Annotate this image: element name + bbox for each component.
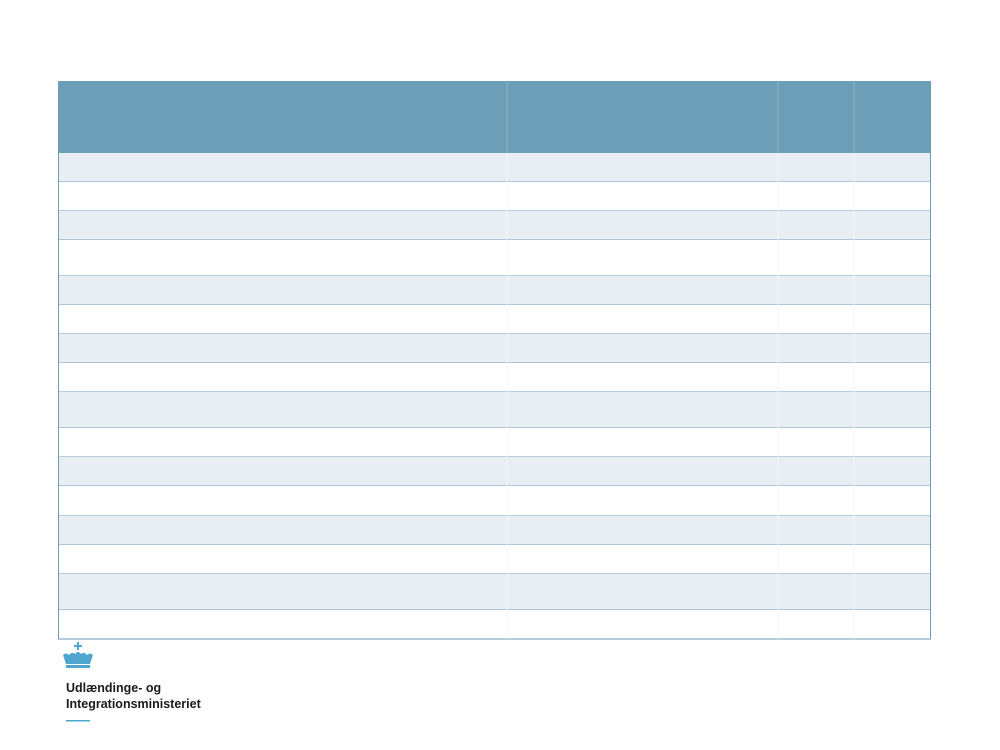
table-row [58, 392, 931, 428]
table-row [58, 486, 931, 516]
crown-icon [63, 642, 93, 668]
table-row [58, 428, 931, 457]
table-row [58, 182, 931, 211]
table-row [58, 305, 931, 334]
logo-line: Integrationsministeriet [66, 697, 202, 711]
table-row [58, 276, 931, 305]
logo: Udlændinge- og Integrationsministeriet [63, 642, 202, 722]
table [58, 81, 931, 640]
table-row [58, 363, 931, 392]
table-row [58, 457, 931, 486]
table-row [58, 610, 931, 639]
logo-underline [66, 720, 90, 722]
table-row [58, 574, 931, 610]
table-row [58, 240, 931, 276]
header-row [58, 81, 931, 153]
table-row [58, 211, 931, 240]
table-row [58, 153, 931, 182]
table-row [58, 516, 931, 545]
table-row [58, 545, 931, 574]
logo-line: Udlændinge- og [66, 681, 161, 695]
table-row [58, 334, 931, 363]
